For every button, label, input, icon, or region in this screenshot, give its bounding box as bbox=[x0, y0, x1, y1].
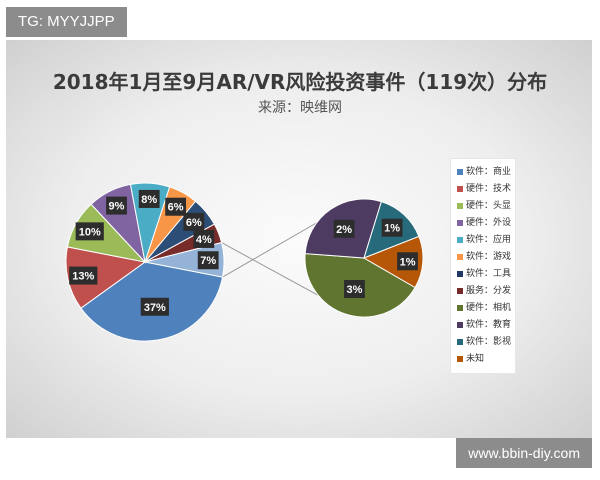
legend-label: 服务：分发 bbox=[466, 286, 512, 296]
legend-item: 硬件：相机 bbox=[457, 301, 511, 315]
legend-swatch bbox=[457, 338, 463, 345]
site-tag: www.bbin-diy.com bbox=[456, 438, 592, 468]
secondary-slice-label: 2% bbox=[333, 219, 355, 238]
legend-swatch bbox=[457, 219, 463, 226]
main-slice-label: 9% bbox=[106, 196, 127, 215]
legend-label: 软件：商业 bbox=[466, 167, 512, 177]
legend-swatch bbox=[457, 304, 463, 311]
chart-title: 2018年1月至9月AR/VR风险投资事件（119次）分布 bbox=[52, 70, 548, 94]
tg-tag: TG: MYYJJPP bbox=[6, 7, 127, 37]
chart-legend: 软件：商业硬件：技术硬件：头显硬件：外设软件：应用软件：游戏软件：工具服务：分发… bbox=[450, 158, 516, 374]
legend-label: 软件：教育 bbox=[466, 320, 512, 330]
legend-swatch bbox=[457, 202, 463, 209]
main-slice-label: 37% bbox=[140, 297, 169, 316]
legend-label: 硬件：外设 bbox=[466, 218, 512, 228]
svg-text:8%: 8% bbox=[141, 194, 157, 206]
legend-label: 软件：影视 bbox=[466, 337, 512, 347]
legend-item: 软件：商业 bbox=[457, 165, 511, 179]
legend-item: 未知 bbox=[457, 352, 484, 366]
legend-item: 软件：工具 bbox=[457, 267, 511, 281]
svg-text:9%: 9% bbox=[109, 201, 125, 213]
svg-text:4%: 4% bbox=[196, 234, 212, 246]
svg-text:2%: 2% bbox=[336, 224, 352, 236]
main-slice-label: 7% bbox=[197, 251, 219, 270]
legend-item: 硬件：头显 bbox=[457, 199, 511, 213]
legend-label: 软件：应用 bbox=[466, 235, 512, 245]
secondary-slice bbox=[362, 235, 424, 289]
svg-text:1%: 1% bbox=[400, 256, 416, 268]
main-slice-label: 10% bbox=[75, 222, 104, 241]
legend-item: 服务：分发 bbox=[457, 284, 511, 298]
svg-text:7%: 7% bbox=[200, 255, 216, 267]
legend-item: 硬件：技术 bbox=[457, 182, 511, 196]
chart-subtitle: 来源：映维网 bbox=[258, 100, 342, 116]
main-slice-label: 13% bbox=[69, 266, 98, 285]
legend-swatch bbox=[457, 253, 463, 260]
legend-item: 软件：教育 bbox=[457, 318, 511, 332]
legend-swatch bbox=[457, 270, 463, 277]
svg-text:37%: 37% bbox=[144, 302, 166, 314]
secondary-pie bbox=[304, 198, 424, 318]
svg-text:13%: 13% bbox=[72, 271, 94, 283]
legend-swatch bbox=[457, 321, 463, 328]
legend-item: 软件：影视 bbox=[457, 335, 511, 349]
legend-item: 硬件：外设 bbox=[457, 216, 511, 230]
svg-text:6%: 6% bbox=[186, 217, 202, 229]
legend-label: 软件：游戏 bbox=[466, 252, 512, 262]
legend-label: 硬件：头显 bbox=[466, 201, 512, 211]
secondary-slice-label: 3% bbox=[344, 280, 365, 299]
main-slice-label: 6% bbox=[183, 212, 205, 231]
main-slice bbox=[65, 246, 147, 309]
main-slice-label: 8% bbox=[138, 189, 160, 208]
main-slice-label: 6% bbox=[165, 197, 187, 216]
legend-swatch bbox=[457, 168, 463, 175]
legend-swatch bbox=[457, 185, 463, 192]
legend-label: 未知 bbox=[466, 354, 485, 364]
legend-label: 软件：工具 bbox=[466, 269, 512, 279]
legend-item: 软件：应用 bbox=[457, 233, 511, 247]
legend-item: 软件：游戏 bbox=[457, 250, 511, 264]
svg-text:6%: 6% bbox=[168, 202, 184, 214]
legend-swatch bbox=[457, 355, 463, 362]
legend-label: 硬件：技术 bbox=[466, 184, 512, 194]
svg-text:1%: 1% bbox=[384, 223, 400, 235]
svg-text:3%: 3% bbox=[346, 284, 362, 296]
secondary-slice-label: 1% bbox=[381, 218, 403, 237]
secondary-slice-label: 1% bbox=[397, 252, 418, 271]
svg-text:10%: 10% bbox=[79, 226, 101, 238]
legend-label: 硬件：相机 bbox=[466, 303, 512, 313]
legend-swatch bbox=[457, 236, 463, 243]
data-labels: 37% 13% 10% 9% 8% 6%6% 4% 7% 3% 2% 1% 1% bbox=[69, 189, 418, 316]
legend-swatch bbox=[457, 287, 463, 294]
main-slice-label: 4% bbox=[193, 229, 215, 248]
